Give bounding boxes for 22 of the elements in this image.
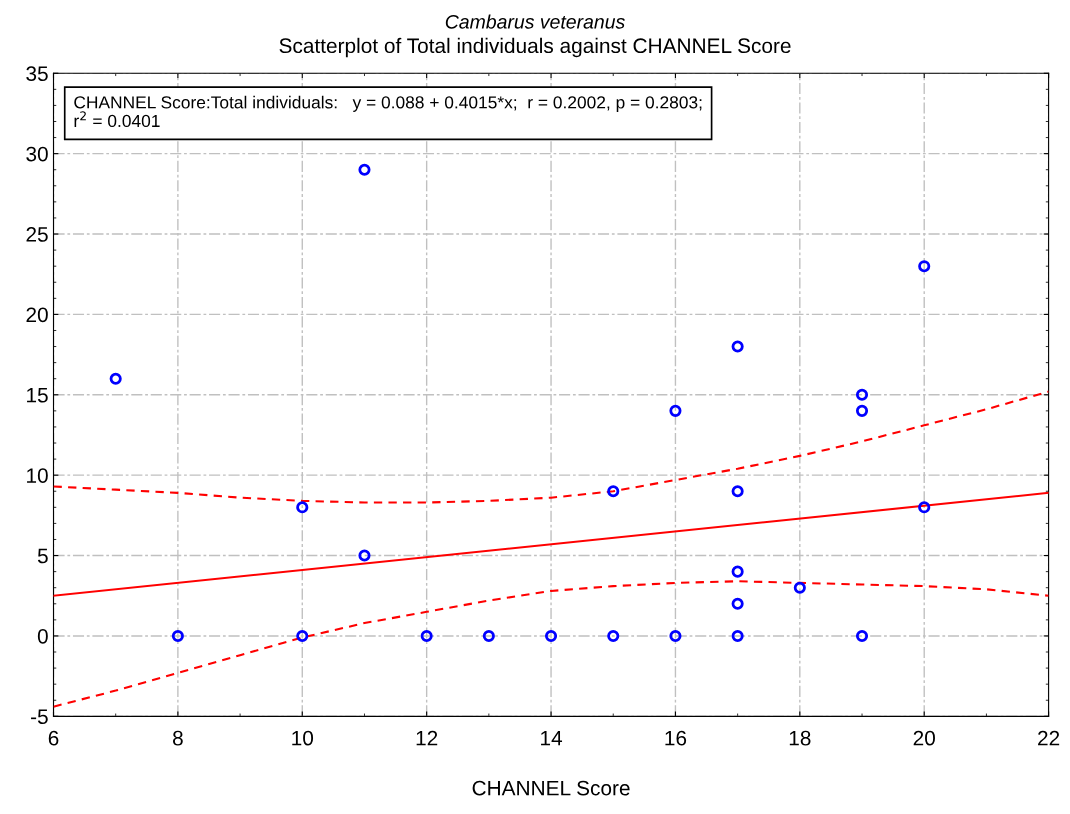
y-tick-label: -5 — [31, 709, 48, 725]
chart-title: Cambarus veteranus — [445, 14, 625, 29]
x-tick-label: 16 — [665, 730, 687, 746]
x-tick-label: 18 — [789, 730, 811, 746]
x-tick-label: 12 — [416, 730, 438, 746]
chart-subtitle: Scatterplot of Total individuals against CHANNEL Score — [279, 37, 791, 58]
y-tick-label: 20 — [26, 307, 48, 323]
x-tick-label: 20 — [913, 730, 935, 746]
y-tick-label: 5 — [37, 548, 48, 564]
x-tick-label: 14 — [541, 730, 563, 746]
y-tick-label: 15 — [27, 388, 48, 403]
x-tick-label: 10 — [292, 730, 314, 746]
x-tick-label: 8 — [173, 730, 183, 746]
x-axis-title: CHANNEL Score — [472, 780, 630, 796]
x-tick-label: 6 — [48, 730, 59, 746]
y-tick-label: 35 — [26, 66, 48, 82]
x-tick-label: 22 — [1038, 730, 1060, 746]
y-tick-label: 10 — [27, 468, 48, 483]
y-tick-label: 25 — [26, 227, 48, 242]
annotation: CHANNEL Score:Total individuals: y = 0.088 + 0.4015*x; r = 0.2002, p = 0.2803; r$^{2}$ = 0.0401 — [74, 95, 702, 128]
y-tick-label: 30 — [26, 146, 48, 162]
y-tick-label: 0 — [37, 628, 48, 644]
